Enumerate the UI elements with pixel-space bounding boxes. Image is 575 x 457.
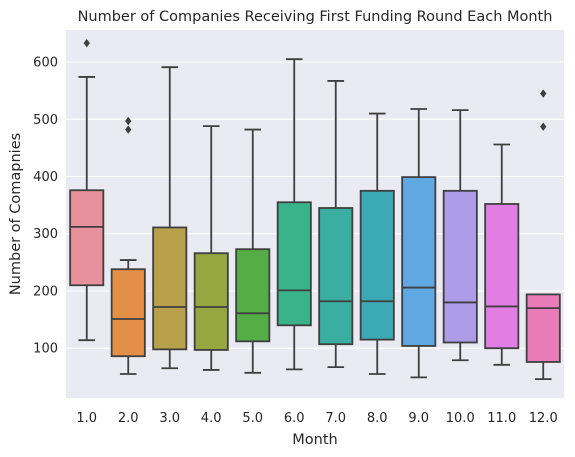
x-tick-label: 11.0 [487, 411, 516, 426]
x-tick-label: 7.0 [325, 411, 346, 426]
box-month-9.0 [401, 108, 437, 379]
box-month-4.0 [193, 125, 229, 371]
box-month-7.0 [318, 80, 354, 368]
chart-title: Number of Companies Receiving First Fund… [78, 9, 553, 25]
gridlines [66, 61, 564, 349]
outlier-point [125, 125, 132, 134]
outlier-point [83, 38, 90, 48]
box-month-10.0 [442, 109, 478, 362]
x-tick-label: 9.0 [408, 411, 429, 426]
box-month-6.0 [276, 58, 312, 371]
x-tick-label: 3.0 [159, 411, 180, 426]
iqr-box [193, 252, 229, 351]
iqr-box [318, 207, 354, 346]
iqr-box [484, 203, 520, 350]
iqr-box [401, 176, 437, 347]
y-tick-label: 600 [33, 56, 58, 71]
boxes-layer [69, 38, 561, 381]
y-tick-label: 300 [33, 227, 58, 242]
iqr-box [359, 189, 395, 341]
x-tick-label: 10.0 [446, 411, 475, 426]
outlier-point [125, 116, 132, 126]
box-month-1.0 [69, 38, 105, 342]
y-tick-label: 100 [33, 342, 58, 357]
iqr-box [152, 226, 188, 351]
iqr-box [69, 189, 105, 287]
y-tick-label: 200 [33, 284, 58, 299]
y-tick-labels: 100 200 300 400 500 600 [33, 56, 58, 357]
box-month-8.0 [359, 112, 395, 375]
iqr-box [525, 293, 561, 363]
x-tick-label: 5.0 [242, 411, 263, 426]
iqr-box [276, 201, 312, 327]
y-tick-label: 500 [33, 113, 58, 128]
iqr-box [235, 248, 271, 343]
box-month-12.0 [525, 89, 561, 381]
iqr-box [110, 268, 146, 358]
outlier-point [540, 122, 547, 131]
x-tick-label: 2.0 [118, 411, 139, 426]
box-month-2.0 [110, 116, 146, 375]
x-tick-label: 6.0 [284, 411, 305, 426]
box-month-11.0 [484, 143, 520, 366]
y-tick-label: 400 [33, 170, 58, 185]
y-axis-label: Number of Comapnies [8, 133, 24, 295]
x-tick-label: 12.0 [529, 411, 558, 426]
x-tick-label: 8.0 [367, 411, 388, 426]
outlier-point [540, 89, 547, 98]
box-month-5.0 [235, 128, 271, 374]
box-month-3.0 [152, 66, 188, 370]
x-tick-label: 1.0 [76, 411, 97, 426]
plot-area [66, 30, 564, 398]
x-axis-label: Month [292, 432, 337, 448]
x-tick-label: 4.0 [201, 411, 222, 426]
x-tick-labels: 1.0 2.0 3.0 4.0 5.0 6.0 7.0 8.0 9.0 10.0 11.0 12.0 [76, 411, 557, 426]
iqr-box [442, 189, 478, 344]
